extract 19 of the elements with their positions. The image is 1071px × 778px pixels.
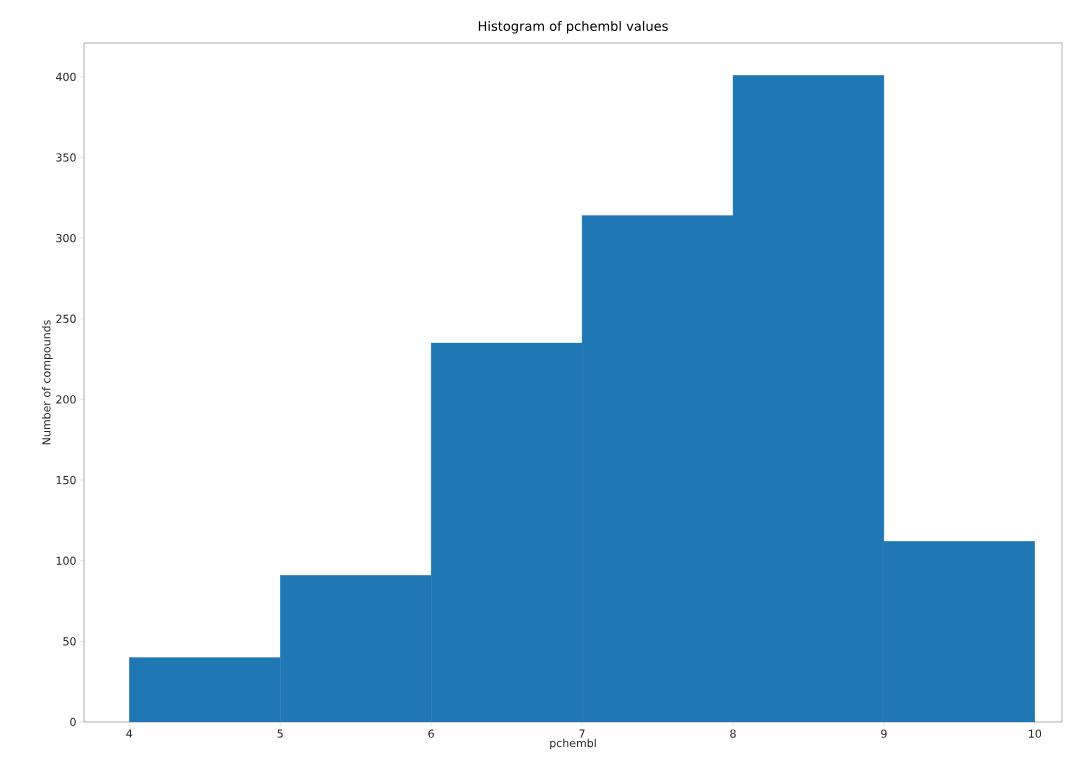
chart-title: Histogram of pchembl values [478, 20, 668, 34]
x-tick-label: 8 [730, 729, 736, 738]
x-axis-title: pchembl [550, 738, 596, 750]
x-tick-label: 5 [277, 729, 283, 738]
x-tick-label: 10 [1029, 729, 1042, 738]
y-tick-label: 0 [70, 717, 76, 727]
x-tick-label: 7 [579, 729, 585, 738]
y-tick-label: 350 [56, 153, 76, 162]
y-tick-label: 50 [63, 637, 76, 646]
y-tick-label: 300 [56, 233, 76, 243]
y-tick-label: 400 [56, 72, 76, 82]
y-tick-label: 150 [56, 475, 76, 485]
x-tick-label: 6 [428, 729, 434, 738]
y-tick-label: 200 [56, 395, 76, 404]
y-tick-label: 250 [56, 314, 76, 323]
x-tick-label: 9 [881, 729, 887, 738]
x-tick-label: 4 [126, 729, 133, 738]
y-tick-label: 100 [56, 556, 76, 565]
y-axis-title: Number of compounds [42, 320, 53, 445]
